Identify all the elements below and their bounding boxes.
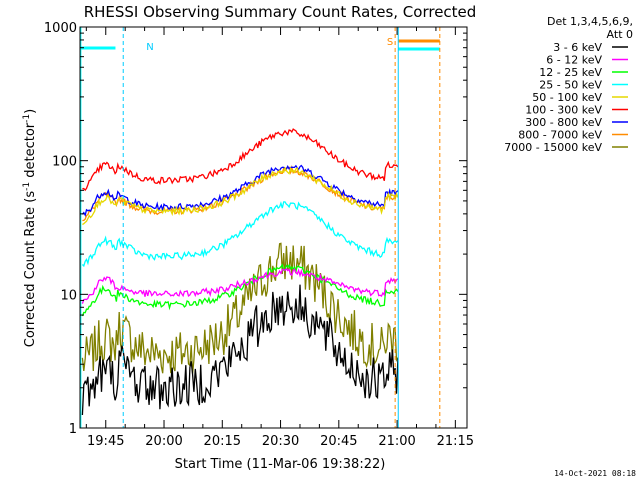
generation-timestamp: 14-Oct-2021 08:18 (554, 469, 636, 478)
series-line (81, 201, 399, 268)
legend-header: Att 0 (607, 28, 633, 41)
series-line (81, 284, 399, 416)
chart-title: RHESSI Observing Summary Count Rates, Co… (84, 3, 477, 21)
x-tick-label: 20:30 (262, 434, 299, 449)
legend-header: Det 1,3,4,5,6,9, (547, 15, 633, 28)
series-lines (81, 128, 399, 416)
legend-label: 6 - 12 keV (546, 54, 602, 67)
x-axis: 19:45 20:00 20:15 20:30 20:45 21:00 21:15 (85, 27, 474, 449)
y-axis-label: Corrected Count Rate (s-1 detector-1) (22, 109, 38, 347)
legend-label: 7000 - 15000 keV (504, 141, 602, 154)
legend-label: 50 - 100 keV (532, 91, 602, 104)
flag-bars (80, 39, 440, 51)
series-line (81, 263, 399, 317)
x-tick-label: 21:15 (437, 434, 474, 449)
legend-label: 800 - 7000 keV (518, 129, 602, 142)
x-tick-label: 20:15 (204, 434, 241, 449)
legend-label: 12 - 25 keV (539, 66, 602, 79)
series-line (82, 166, 399, 226)
n-marker-label: N (146, 42, 153, 53)
legend-label: 300 - 800 keV (525, 116, 602, 129)
series-line (82, 128, 399, 192)
legend-label: 3 - 6 keV (553, 41, 602, 54)
s-marker-label: S (387, 37, 393, 48)
x-tick-label: 20:00 (145, 434, 182, 449)
legend-label: 25 - 50 keV (539, 79, 602, 92)
series-line (81, 164, 399, 217)
y-axis: 1 10 100 1000 (44, 21, 467, 437)
y-tick-label: 1000 (44, 21, 77, 36)
transition-markers (80, 27, 441, 428)
y-axis-label-exponent: -1 (22, 182, 32, 191)
series-line (81, 267, 399, 304)
x-tick-label: 20:45 (320, 434, 357, 449)
y-axis-label-exponent: -1 (22, 114, 32, 123)
y-tick-label: 10 (60, 288, 77, 303)
y-tick-label: 100 (52, 155, 77, 170)
series-line (81, 242, 399, 374)
x-tick-label: 19:45 (87, 434, 124, 449)
y-axis-label-part: Corrected Count Rate (s (23, 191, 38, 348)
legend-label: 100 - 300 keV (525, 104, 602, 117)
y-axis-label-part: ) (23, 109, 38, 114)
plot-frame (79, 26, 468, 429)
y-tick-label: 1 (69, 422, 77, 437)
y-axis-label-part: detector (23, 122, 38, 182)
x-tick-label: 21:00 (378, 434, 415, 449)
x-axis-label: Start Time (11-Mar-06 19:38:22) (175, 457, 386, 472)
